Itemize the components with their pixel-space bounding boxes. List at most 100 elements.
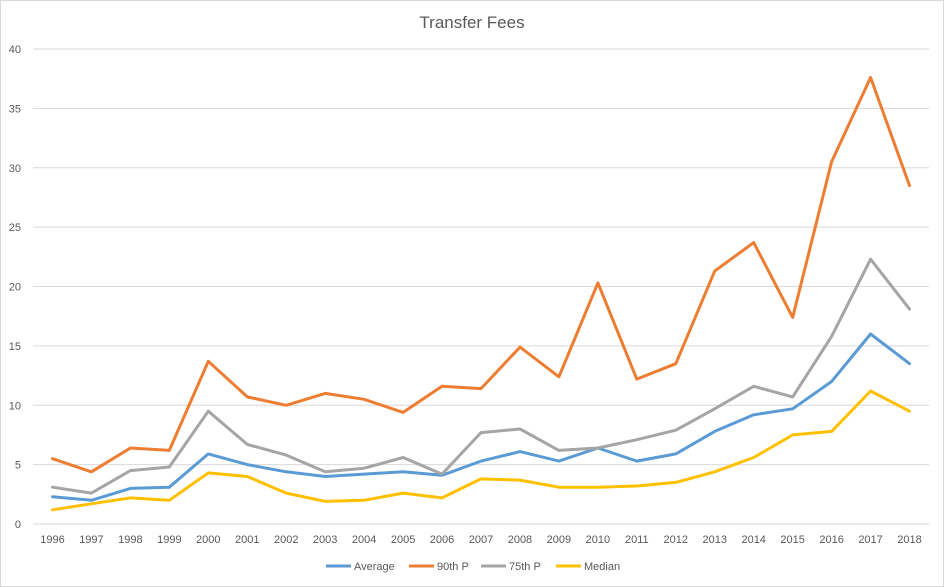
data-point-90th-p bbox=[830, 160, 833, 164]
data-point-75th-p bbox=[440, 472, 444, 476]
x-tick-label: 1997 bbox=[79, 534, 103, 546]
series-line-90th-p bbox=[51, 76, 911, 474]
data-point-average bbox=[246, 463, 249, 466]
x-tick-label: 2018 bbox=[897, 534, 921, 546]
x-tick-label: 1999 bbox=[157, 534, 181, 546]
x-tick-label: 2016 bbox=[819, 534, 843, 546]
data-point-90th-p bbox=[323, 392, 327, 395]
data-point-average bbox=[791, 407, 794, 411]
data-point-90th-p bbox=[246, 395, 249, 399]
x-tick-label: 2011 bbox=[625, 534, 649, 546]
x-tick-label: 2013 bbox=[702, 534, 726, 546]
data-point-90th-p bbox=[440, 385, 444, 388]
data-point-75th-p bbox=[129, 469, 132, 472]
data-point-75th-p bbox=[362, 466, 366, 470]
data-point-median bbox=[908, 409, 911, 413]
data-point-90th-p bbox=[596, 281, 600, 285]
data-point-90th-p bbox=[51, 457, 54, 460]
data-point-average bbox=[362, 472, 366, 476]
x-axis-ticks: 1996 1997 1998 1999 2000 2001 2002 2003 2004 2005… bbox=[40, 534, 922, 546]
y-tick-label: 25 bbox=[9, 222, 21, 234]
gridlines bbox=[33, 48, 929, 525]
data-point-75th-p bbox=[479, 431, 483, 434]
data-point-90th-p bbox=[557, 375, 561, 378]
x-tick-label: 2005 bbox=[391, 534, 415, 546]
data-point-75th-p bbox=[323, 470, 327, 473]
data-point-90th-p bbox=[908, 184, 911, 187]
series-lines bbox=[51, 76, 911, 512]
data-point-median bbox=[440, 496, 444, 500]
data-point-75th-p bbox=[674, 428, 677, 432]
y-tick-label: 5 bbox=[15, 460, 21, 472]
data-point-75th-p bbox=[401, 456, 405, 459]
data-point-average bbox=[51, 495, 54, 498]
x-tick-label: 2007 bbox=[469, 534, 493, 546]
legend-label-median: Median bbox=[584, 561, 620, 573]
x-tick-label: 1996 bbox=[40, 534, 64, 546]
data-point-75th-p bbox=[51, 485, 54, 489]
data-point-90th-p bbox=[518, 345, 522, 349]
data-point-average bbox=[830, 380, 833, 383]
data-point-75th-p bbox=[285, 453, 288, 457]
data-point-75th-p bbox=[791, 395, 794, 399]
data-point-average bbox=[635, 459, 639, 463]
data-point-average bbox=[90, 499, 93, 502]
data-point-75th-p bbox=[518, 427, 522, 431]
data-point-median bbox=[869, 389, 872, 393]
x-tick-label: 2010 bbox=[586, 534, 610, 546]
data-point-90th-p bbox=[791, 316, 794, 319]
data-point-90th-p bbox=[752, 241, 755, 244]
data-point-90th-p bbox=[90, 470, 93, 473]
data-point-90th-p bbox=[713, 269, 716, 273]
data-point-average bbox=[129, 487, 132, 490]
x-tick-label: 2009 bbox=[547, 534, 571, 546]
data-point-75th-p bbox=[713, 407, 716, 411]
y-axis-ticks: 0 5 10 15 20 25 30 35 40 bbox=[9, 44, 21, 531]
data-point-75th-p bbox=[869, 257, 872, 261]
x-tick-label: 2017 bbox=[858, 534, 882, 546]
data-point-median bbox=[713, 470, 716, 473]
data-point-75th-p bbox=[168, 465, 171, 469]
x-tick-label: 2015 bbox=[780, 534, 804, 546]
data-point-average bbox=[557, 459, 561, 463]
data-point-90th-p bbox=[479, 387, 483, 390]
data-point-75th-p bbox=[752, 385, 755, 388]
data-point-median bbox=[752, 456, 755, 459]
data-point-average bbox=[323, 475, 327, 478]
x-tick-label: 2001 bbox=[235, 534, 259, 546]
legend-label-75th-p: 75th P bbox=[509, 561, 541, 573]
data-point-median bbox=[635, 484, 639, 488]
x-tick-label: 2006 bbox=[430, 534, 454, 546]
data-point-75th-p bbox=[90, 491, 93, 495]
y-tick-label: 35 bbox=[9, 103, 21, 115]
y-tick-label: 30 bbox=[9, 163, 21, 175]
x-tick-label: 2002 bbox=[274, 534, 298, 546]
x-tick-label: 2008 bbox=[508, 534, 532, 546]
x-tick-label: 2014 bbox=[741, 534, 765, 546]
data-point-90th-p bbox=[401, 411, 405, 414]
data-point-median bbox=[518, 478, 522, 482]
data-point-average bbox=[479, 459, 483, 463]
data-point-median bbox=[90, 502, 93, 506]
data-point-average bbox=[713, 430, 716, 433]
y-tick-label: 40 bbox=[9, 44, 21, 56]
data-point-median bbox=[401, 491, 405, 495]
data-point-75th-p bbox=[246, 443, 249, 446]
data-point-90th-p bbox=[207, 360, 210, 363]
data-point-90th-p bbox=[635, 377, 639, 381]
x-tick-label: 2003 bbox=[313, 534, 337, 546]
data-point-median bbox=[246, 475, 249, 478]
data-point-90th-p bbox=[168, 449, 171, 452]
x-tick-label: 2012 bbox=[664, 534, 688, 546]
data-point-median bbox=[362, 499, 366, 502]
data-point-average bbox=[518, 450, 522, 453]
data-point-average bbox=[285, 470, 288, 473]
data-point-average bbox=[869, 332, 872, 336]
data-point-75th-p bbox=[830, 335, 833, 338]
x-tick-label: 2000 bbox=[196, 534, 220, 546]
legend-label-90th-p: 90th P bbox=[437, 561, 469, 573]
y-tick-label: 10 bbox=[9, 400, 21, 412]
data-point-75th-p bbox=[596, 446, 600, 450]
data-point-75th-p bbox=[557, 449, 561, 452]
